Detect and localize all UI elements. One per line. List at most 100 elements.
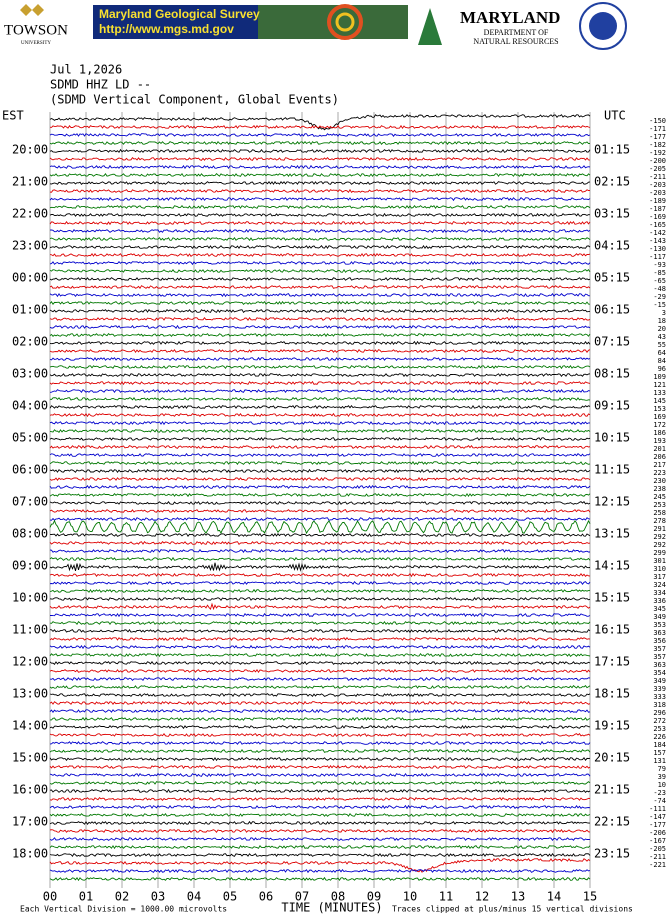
- right-time-label: 23:15: [594, 847, 630, 861]
- dc-offset: 333: [653, 693, 666, 701]
- trace: [49, 597, 591, 602]
- dc-offset: 357: [653, 653, 666, 661]
- right-time-label: 14:15: [594, 559, 630, 573]
- dc-offset: 153: [653, 405, 666, 413]
- dc-offset: 299: [653, 549, 666, 557]
- dc-offset: 223: [653, 469, 666, 477]
- dc-offset: 324: [653, 581, 666, 589]
- right-time-label: 16:15: [594, 623, 630, 637]
- trace: [49, 373, 591, 378]
- left-time-label: 13:00: [12, 687, 48, 701]
- x-tick-label: 03: [151, 890, 165, 904]
- x-tick-label: 12: [475, 890, 489, 904]
- dc-offset: -211: [649, 853, 666, 861]
- dc-offset: 310: [653, 565, 666, 573]
- right-time-label: 07:15: [594, 335, 630, 349]
- footer-left: Each Vertical Division = 1000.00 microvo…: [20, 905, 227, 914]
- trace: [49, 444, 591, 450]
- trace: [49, 556, 591, 562]
- left-time-label: 22:00: [12, 207, 48, 221]
- trace: [49, 133, 591, 137]
- trace: [49, 669, 591, 674]
- right-time-label: 04:15: [594, 239, 630, 253]
- dc-offset: -187: [649, 205, 666, 213]
- dc-offset: 301: [653, 557, 666, 565]
- trace: [49, 700, 591, 706]
- right-time-label: 13:15: [594, 527, 630, 541]
- left-time-label: 16:00: [12, 783, 48, 797]
- right-time-label: 15:15: [594, 591, 630, 605]
- dc-offset: 258: [653, 509, 666, 517]
- dc-offset: -65: [653, 277, 666, 285]
- dc-offset: -23: [653, 789, 666, 797]
- x-tick-label: 09: [367, 890, 381, 904]
- dc-offset: 186: [653, 429, 666, 437]
- right-time-label: 10:15: [594, 431, 630, 445]
- trace: [49, 204, 591, 210]
- left-axis-label: EST: [2, 109, 24, 123]
- left-time-label: 23:00: [12, 239, 48, 253]
- dc-offset: 357: [653, 645, 666, 653]
- trace: [49, 412, 591, 418]
- dc-offset: -177: [649, 821, 666, 829]
- dc-offset: 345: [653, 605, 666, 613]
- trace: [49, 380, 591, 386]
- dc-offset: 109: [653, 373, 666, 381]
- dc-offset: -203: [649, 189, 666, 197]
- trace: [49, 676, 591, 682]
- trace: [49, 468, 591, 474]
- trace: [49, 540, 591, 545]
- dc-offset: 133: [653, 389, 666, 397]
- right-time-label: 12:15: [594, 495, 630, 509]
- dc-offset: -206: [649, 829, 666, 837]
- dc-offset: 121: [653, 381, 666, 389]
- dc-offset: -93: [653, 261, 666, 269]
- trace: [49, 876, 591, 882]
- mgs-title: Maryland Geological Survey: [99, 7, 260, 21]
- left-time-label: 09:00: [12, 559, 48, 573]
- trace: [49, 580, 591, 586]
- trace: [49, 332, 591, 338]
- trace: [49, 252, 591, 257]
- trace: [49, 588, 591, 593]
- left-time-label: 20:00: [12, 143, 48, 157]
- trace: [49, 652, 591, 658]
- dc-offset: -142: [649, 229, 666, 237]
- right-time-label: 19:15: [594, 719, 630, 733]
- right-time-label: 17:15: [594, 655, 630, 669]
- dc-offset: 353: [653, 621, 666, 629]
- x-tick-label: 13: [511, 890, 525, 904]
- trace: [49, 292, 591, 298]
- trace: [49, 228, 591, 234]
- trace: [49, 684, 591, 689]
- trace: [49, 748, 591, 753]
- trace: [49, 562, 591, 572]
- trace: [49, 548, 590, 554]
- trace: [49, 858, 591, 873]
- trace: [49, 476, 591, 482]
- trace: [49, 853, 591, 858]
- trace: [49, 404, 591, 410]
- right-time-label: 02:15: [594, 175, 630, 189]
- trace: [50, 716, 591, 721]
- dc-offset: 339: [653, 685, 666, 693]
- dc-offset: 39: [658, 773, 666, 781]
- dc-offset: 291: [653, 525, 666, 533]
- dc-offset: 363: [653, 629, 666, 637]
- left-time-label: 02:00: [12, 335, 48, 349]
- left-time-label: 10:00: [12, 591, 48, 605]
- dc-offset: 169: [653, 413, 666, 421]
- dc-offset: 79: [658, 765, 666, 773]
- dc-offset: -111: [649, 805, 666, 813]
- trace: [49, 324, 591, 330]
- trace: [49, 420, 590, 426]
- dc-offset: -147: [649, 813, 666, 821]
- right-time-label: 05:15: [594, 271, 630, 285]
- dnr-title: MARYLAND: [460, 8, 560, 27]
- dnr-sub: NATURAL RESOURCES: [473, 37, 558, 46]
- dnr-tree: [418, 8, 442, 45]
- dc-offset: -189: [649, 197, 666, 205]
- trace: [49, 236, 591, 242]
- dc-offset: -165: [649, 221, 666, 229]
